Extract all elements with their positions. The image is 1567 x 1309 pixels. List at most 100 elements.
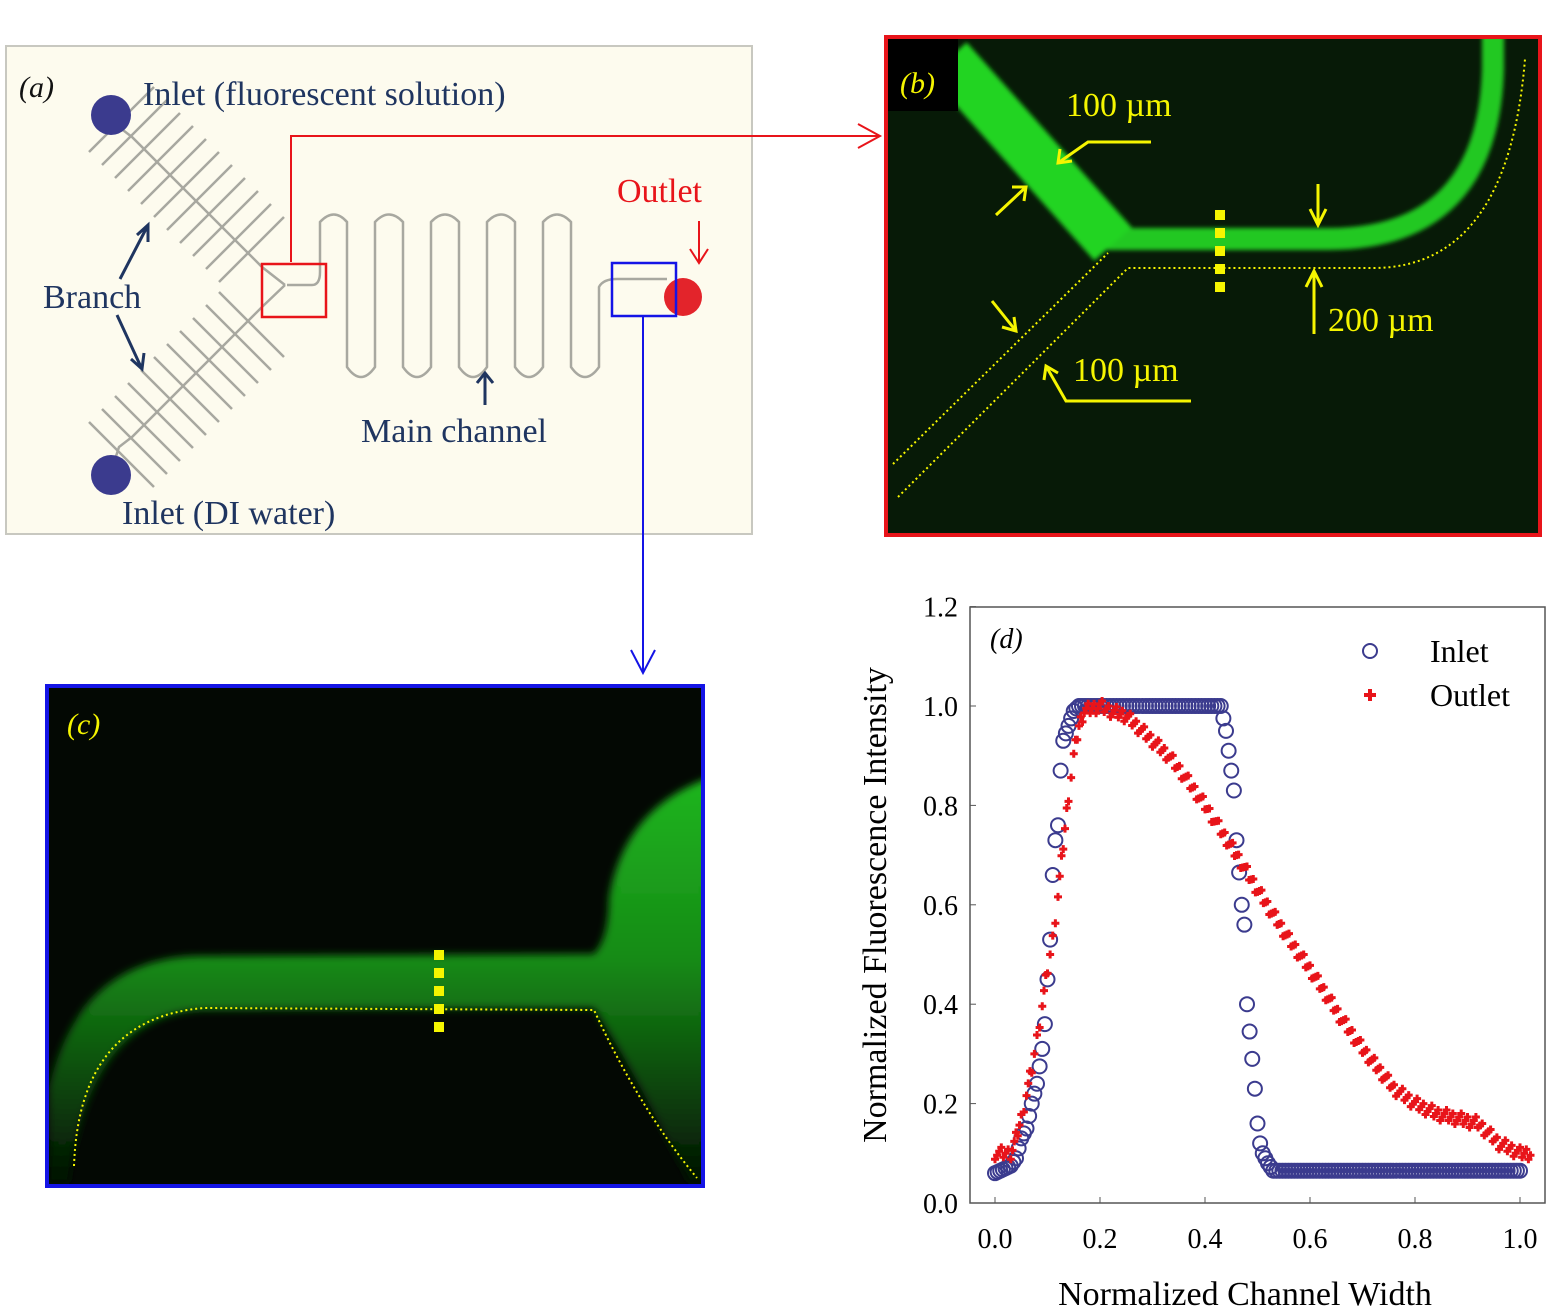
outlet-data-point — [1419, 1099, 1428, 1108]
outlet-data-point — [1092, 709, 1101, 718]
inlet-data-point — [1005, 1153, 1022, 1170]
outlet-data-point — [1035, 1023, 1044, 1032]
inlet-data-point — [1223, 762, 1240, 779]
inlet-data-point — [1218, 722, 1234, 739]
outlet-data-point — [1434, 1106, 1443, 1115]
outlet-data-point — [1038, 1002, 1047, 1011]
outlet-data-point — [1376, 1063, 1385, 1072]
outlet-data-point — [1333, 1004, 1342, 1013]
outlet-data-point — [1008, 1146, 1017, 1155]
outlet-data-point — [1427, 1101, 1436, 1110]
outlet-data-point — [1522, 1145, 1531, 1154]
outlet-data-point — [1478, 1119, 1487, 1128]
outlet-data-point — [1249, 874, 1258, 883]
legend-inlet-label: Inlet — [1430, 633, 1489, 669]
inlet-data-point — [1241, 1023, 1258, 1040]
outlet-data-point — [1094, 704, 1103, 713]
outlet-data-point — [1048, 931, 1057, 940]
panel-b-junction-micrograph: (b) 100 µm 200 µm 100 µm — [884, 35, 1542, 537]
x-tick-label: 0.6 — [1293, 1224, 1328, 1255]
inlet-data-point — [1246, 1080, 1263, 1097]
inlet-water-label: Inlet (DI water) — [122, 495, 336, 532]
inlet-data-point — [1023, 1095, 1040, 1112]
outlet-data-point — [1319, 983, 1328, 992]
outlet-data-point — [1061, 824, 1069, 833]
x-tick-label: 0.0 — [978, 1224, 1013, 1255]
outlet-data-point — [1313, 971, 1322, 980]
outlet-data-point — [1356, 1035, 1365, 1044]
x-tick-label: 0.2 — [1083, 1224, 1118, 1255]
outlet-data-point — [1175, 761, 1184, 770]
outlet-data-point — [1046, 950, 1055, 959]
outlet-data-point — [1291, 940, 1300, 949]
outlet-data-point — [1492, 1133, 1501, 1142]
legend-outlet-marker — [1364, 689, 1376, 701]
outlet-data-point — [1022, 1091, 1031, 1100]
outlet-data-point — [1064, 797, 1073, 806]
y-tick-label: 1.2 — [923, 593, 958, 624]
outlet-data-point — [1516, 1143, 1524, 1152]
inlet-data-point — [1055, 732, 1072, 749]
outlet-data-point — [1234, 850, 1243, 859]
outlet-data-point — [1010, 1137, 1019, 1146]
outlet-data-point — [1054, 892, 1062, 901]
inlet-data-point — [1036, 1016, 1053, 1033]
inlet-fluorescent-port — [91, 95, 131, 135]
outlet-data-point — [1257, 886, 1266, 895]
outlet-data-point — [1043, 969, 1052, 978]
outlet-data-point — [1112, 702, 1121, 711]
inlet-fluorescent-label: Inlet (fluorescent solution) — [143, 76, 506, 113]
panel-b-label: (b) — [900, 67, 935, 100]
inlet-data-point — [1220, 742, 1237, 759]
outlet-data-point — [1501, 1136, 1510, 1145]
outlet-data-point — [1205, 804, 1214, 813]
outlet-data-point — [1051, 919, 1060, 928]
outlet-data-point — [1526, 1151, 1535, 1160]
outlet-data-point — [997, 1143, 1006, 1152]
outlet-data-point — [1154, 736, 1163, 745]
outlet-data-point — [1277, 919, 1286, 928]
outlet-data-point — [1006, 1155, 1015, 1164]
outlet-data-point — [1030, 1049, 1039, 1058]
main-channel-label: Main channel — [361, 413, 547, 450]
outlet-data-point — [1019, 1108, 1028, 1117]
outlet-data-point — [1198, 792, 1207, 801]
outlet-data-point — [1033, 1031, 1041, 1040]
branch-channels — [88, 86, 286, 488]
inlet-data-point — [1231, 864, 1248, 881]
inlet-data-point — [1244, 1050, 1261, 1067]
inlet-data-point — [1047, 832, 1064, 849]
outlet-data-point — [1348, 1026, 1356, 1035]
outlet-data-point — [1040, 986, 1048, 995]
x-tick-label: 0.4 — [1188, 1224, 1223, 1255]
zoom-box-junction — [260, 262, 328, 319]
panel-c-outlet-micrograph: (c) — [45, 684, 705, 1188]
inlet-data-point — [1057, 725, 1074, 742]
panel-d-label: (d) — [990, 624, 1023, 655]
outlet-data-point — [1327, 993, 1336, 1002]
inlet-data-point — [1239, 996, 1255, 1013]
inlet-data-point — [1249, 1115, 1266, 1132]
legend-inlet-marker — [1362, 643, 1378, 659]
inlet-data-point — [1042, 931, 1059, 948]
x-tick-label: 1.0 — [1503, 1224, 1538, 1255]
outlet-data-point — [1104, 702, 1113, 710]
outlet-data-point — [1146, 730, 1155, 739]
y-tick-label: 0.4 — [923, 990, 958, 1021]
inlet-data-point — [1052, 762, 1069, 779]
legend-outlet-label: Outlet — [1430, 677, 1510, 713]
serpentine-branch — [88, 291, 285, 488]
inlet-data-point — [1034, 1040, 1051, 1057]
outlet-data-point — [1370, 1053, 1379, 1062]
outlet-data-point — [1055, 872, 1064, 881]
outlet-data-point — [1160, 743, 1169, 752]
outlet-data-point — [1398, 1084, 1407, 1093]
outlet-data-point — [1118, 706, 1127, 715]
outlet-data-point — [1190, 782, 1199, 791]
outlet-data-point — [1471, 1113, 1480, 1122]
inlet-data-point — [1252, 1135, 1269, 1152]
outlet-data-point — [1448, 1109, 1457, 1118]
outlet-data-point — [1140, 722, 1149, 731]
outlet-data-point — [1132, 717, 1141, 726]
y-tick-label: 0.0 — [923, 1189, 958, 1220]
